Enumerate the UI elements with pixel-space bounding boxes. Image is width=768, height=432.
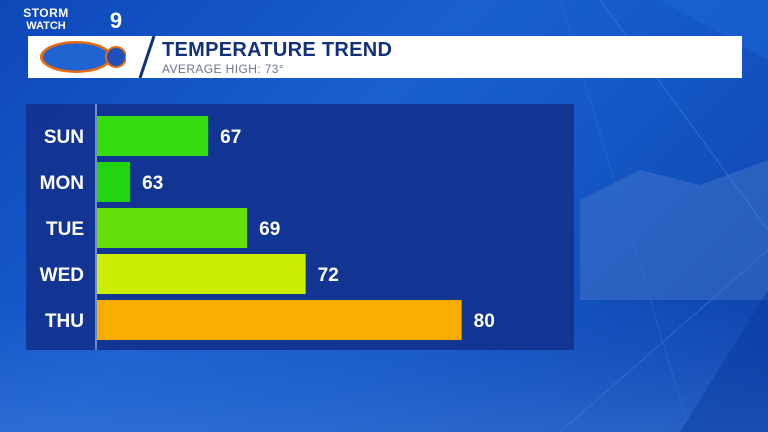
bar-wed [97, 254, 306, 294]
category-label-sun: SUN [44, 127, 84, 148]
value-label-wed: 72 [318, 265, 339, 286]
chart-title: TEMPERATURE TREND [162, 39, 393, 61]
bar-thu [97, 300, 462, 340]
value-label-tue: 69 [259, 219, 280, 240]
chart-subtitle: AVERAGE HIGH: 73° [162, 62, 285, 76]
value-label-sun: 67 [220, 127, 241, 148]
bar-mon [97, 162, 131, 202]
logo-text-watch: WATCH [26, 20, 66, 32]
value-label-mon: 63 [142, 173, 163, 194]
header-divider [138, 36, 156, 78]
category-label-thu: THU [45, 311, 84, 332]
temperature-bar-chart: SUN 67 MON 63 TUE 69 WED 72 THU 80 [40, 104, 495, 350]
category-label-tue: TUE [46, 219, 84, 240]
category-label-mon: MON [40, 173, 84, 194]
stormwatch-logo [40, 41, 126, 73]
bar-sun [97, 116, 209, 156]
bar-tue [97, 208, 248, 248]
logo-number: 9 [109, 8, 123, 33]
value-label-thu: 80 [474, 311, 495, 332]
category-label-wed: WED [40, 265, 84, 286]
logo-text-storm: STORM [23, 6, 69, 20]
